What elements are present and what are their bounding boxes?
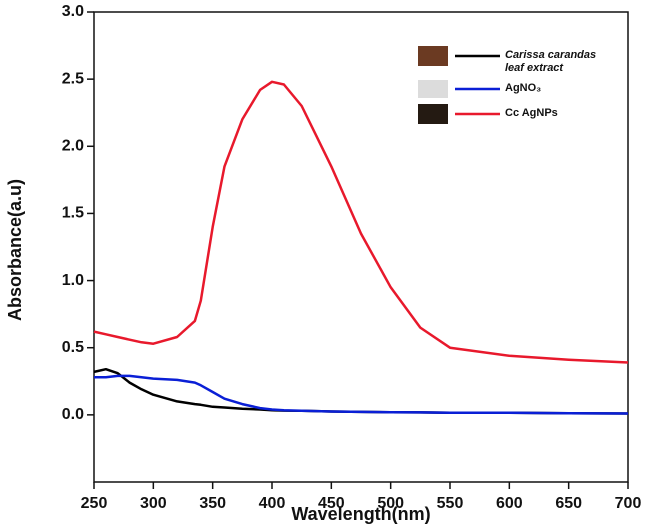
x-tick-label: 500 [377,495,404,512]
x-tick-label: 600 [496,495,523,512]
legend-label: Carissa carandas leaf extract [505,49,597,74]
legend-label: AgNO₃ [505,82,542,94]
sample-swatch [418,80,448,98]
y-tick-label: 0.5 [62,339,84,356]
y-axis-title: Absorbance(a.u) [5,179,25,321]
data-line [93,80,629,364]
sample-swatch [418,46,448,66]
sample-swatch [418,104,448,124]
x-tick-label: 450 [318,495,345,512]
x-axis-title: Wavelength(nm) [291,504,430,524]
data-line [94,374,629,415]
y-tick-label: 2.5 [62,70,84,87]
y-tick-label: 0.0 [62,406,84,423]
y-tick-label: 1.5 [62,205,84,222]
x-tick-label: 650 [555,495,582,512]
x-tick-label: 700 [615,495,642,512]
x-tick-label: 400 [259,495,286,512]
y-tick-label: 3.0 [62,3,84,20]
x-tick-label: 350 [199,495,226,512]
plot-frame [93,11,629,483]
data-line [93,367,629,415]
x-tick-label: 300 [140,495,167,512]
x-tick-label: 550 [437,495,464,512]
y-tick-label: 2.0 [62,138,84,155]
x-tick-label: 250 [81,495,108,512]
legend-label: Cc AgNPs [505,107,558,119]
y-tick-label: 1.0 [62,272,84,289]
